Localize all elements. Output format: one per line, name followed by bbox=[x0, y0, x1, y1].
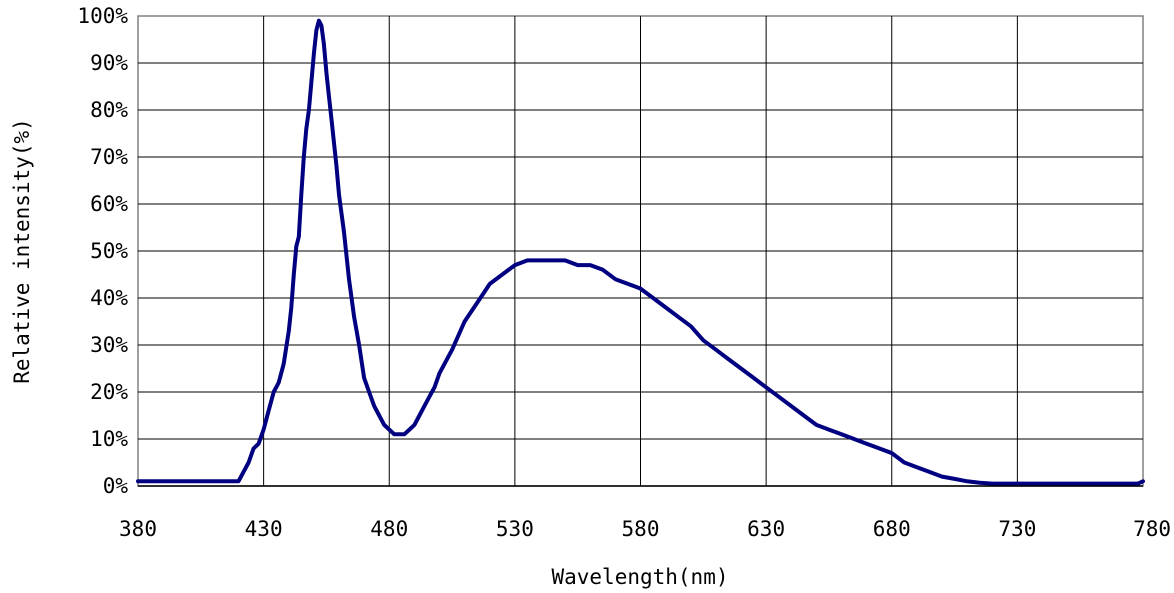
x-tick-label: 530 bbox=[496, 517, 534, 541]
x-tick-labels: 380 430 480 530 580 630 680 730 780 bbox=[119, 517, 1171, 541]
y-tick-label: 80% bbox=[90, 98, 128, 122]
x-tick-label: 630 bbox=[747, 517, 785, 541]
y-tick-label: 60% bbox=[90, 192, 128, 216]
grid-lines bbox=[138, 16, 1143, 486]
x-tick-label: 780 bbox=[1133, 517, 1171, 541]
y-tick-label: 50% bbox=[90, 239, 128, 263]
y-tick-labels: 0% 10% 20% 30% 40% 50% 60% 70% 80% 90% 100% bbox=[77, 4, 128, 498]
x-tick-label: 430 bbox=[245, 517, 283, 541]
y-tick-label: 10% bbox=[90, 427, 128, 451]
x-tick-label: 680 bbox=[873, 517, 911, 541]
y-axis-title: Relative intensity(%) bbox=[10, 118, 34, 384]
y-tick-label: 90% bbox=[90, 51, 128, 75]
y-tick-label: 20% bbox=[90, 380, 128, 404]
x-tick-label: 580 bbox=[622, 517, 660, 541]
x-tick-label: 480 bbox=[370, 517, 408, 541]
y-tick-label: 0% bbox=[103, 474, 129, 498]
series-line bbox=[136, 18, 1145, 486]
y-tick-label: 100% bbox=[77, 4, 128, 28]
x-tick-label: 730 bbox=[998, 517, 1036, 541]
y-tick-label: 40% bbox=[90, 286, 128, 310]
x-tick-label: 380 bbox=[119, 517, 157, 541]
x-axis-title: Wavelength(nm) bbox=[551, 565, 728, 589]
y-tick-label: 30% bbox=[90, 333, 128, 357]
y-tick-label: 70% bbox=[90, 145, 128, 169]
